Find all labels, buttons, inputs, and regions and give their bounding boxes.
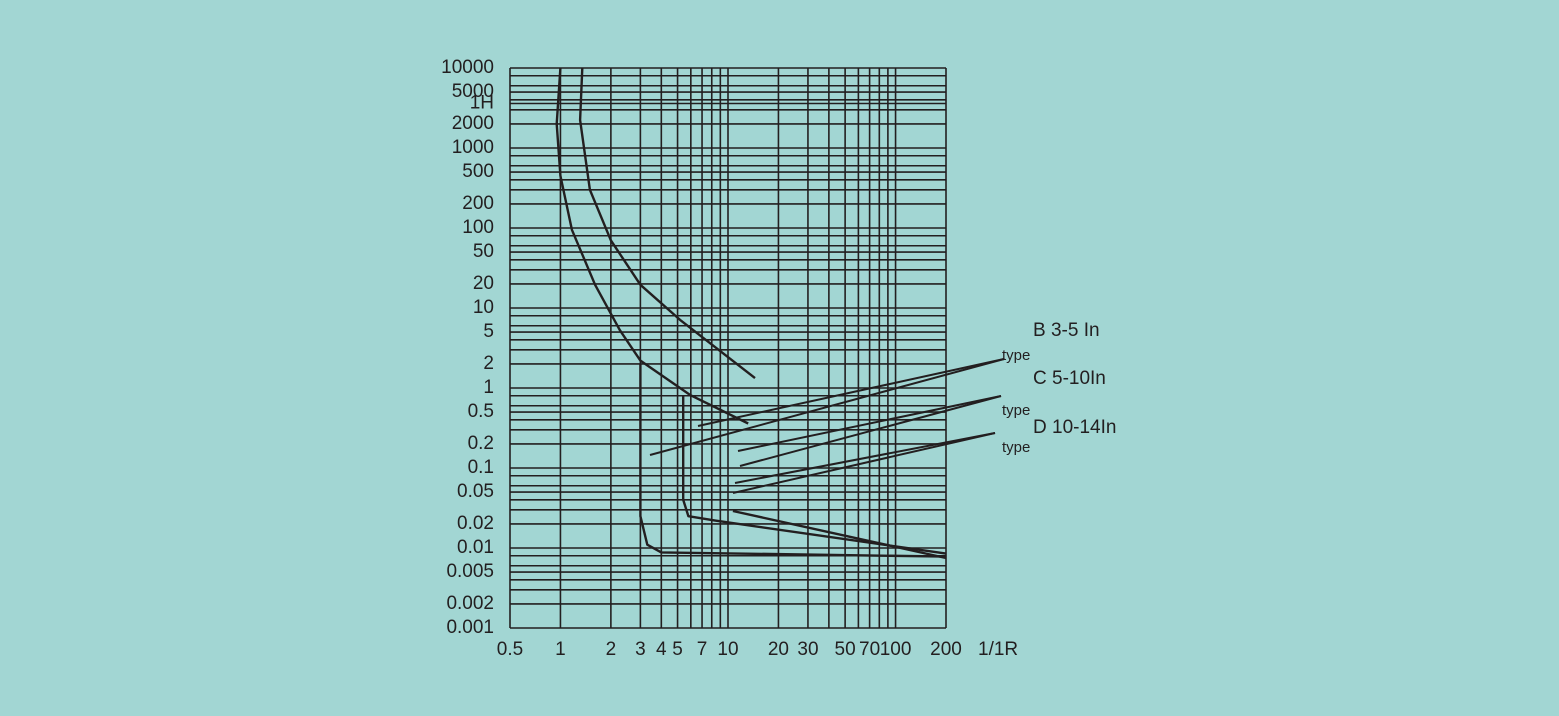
y-tick-label: 5000 (452, 81, 494, 102)
leader-line (697, 358, 1005, 427)
x-tick-label: 7 (697, 639, 708, 660)
x-tick-label: 0.5 (497, 639, 523, 660)
trip-curve (639, 363, 947, 558)
y-tick-label: 10000 (441, 57, 494, 78)
leader-line (739, 395, 1002, 467)
y-tick-label: 0.001 (446, 617, 494, 638)
y-tick-label: 0.2 (468, 433, 494, 454)
y-tick-label: 1H (470, 93, 494, 114)
trip-curve (578, 67, 756, 380)
x-tick-label: 70 (859, 639, 880, 660)
y-tick-label: 10 (473, 297, 494, 318)
y-tick-label: 1 (483, 377, 494, 398)
leader-line (649, 358, 1005, 456)
y-tick-label: 100 (462, 217, 494, 238)
annotation-sub: type (1002, 439, 1030, 456)
y-tick-label: 0.005 (446, 561, 494, 582)
x-tick-label: 100 (880, 639, 912, 660)
y-tick-label: 50 (473, 241, 494, 262)
x-tick-label: 1 (555, 639, 566, 660)
y-tick-label: 0.1 (468, 457, 494, 478)
y-tick-label: 1000 (452, 137, 494, 158)
y-tick-label: 2 (483, 353, 494, 374)
x-tick-label: 50 (835, 639, 856, 660)
y-tick-label: 0.01 (457, 537, 494, 558)
x-tick-label: 4 (656, 639, 667, 660)
y-tick-label: 0.05 (457, 481, 494, 502)
y-tick-label: 2000 (452, 113, 494, 134)
x-tick-label: 10 (717, 639, 738, 660)
y-tick-label: 0.002 (446, 593, 494, 614)
y-tick-label: 0.02 (457, 513, 494, 534)
trip-curve (555, 67, 749, 425)
x-tick-label: 3 (635, 639, 646, 660)
annotation: C 5-10In (1033, 368, 1106, 389)
y-tick-label: 0.5 (468, 401, 494, 422)
trip-curve (732, 509, 947, 560)
y-tick-label: 500 (462, 161, 494, 182)
x-tick-label: 20 (768, 639, 789, 660)
leader-line (732, 432, 996, 494)
annotation-sub: type (1002, 347, 1030, 364)
annotation-sub: type (1002, 402, 1030, 419)
x-tick-label: 200 (930, 639, 962, 660)
y-tick-label: 200 (462, 193, 494, 214)
annotation: B 3-5 In (1033, 320, 1100, 341)
x-tick-label: 30 (797, 639, 818, 660)
annotation: D 10-14In (1033, 417, 1116, 438)
y-tick-label: 5 (483, 321, 494, 342)
x-tick-label: 2 (606, 639, 617, 660)
x-axis-label: 1/1R (978, 639, 1018, 660)
y-tick-label: 20 (473, 273, 494, 294)
leader-lines (649, 358, 1005, 494)
x-tick-label: 5 (672, 639, 683, 660)
trip-curve (682, 395, 947, 555)
